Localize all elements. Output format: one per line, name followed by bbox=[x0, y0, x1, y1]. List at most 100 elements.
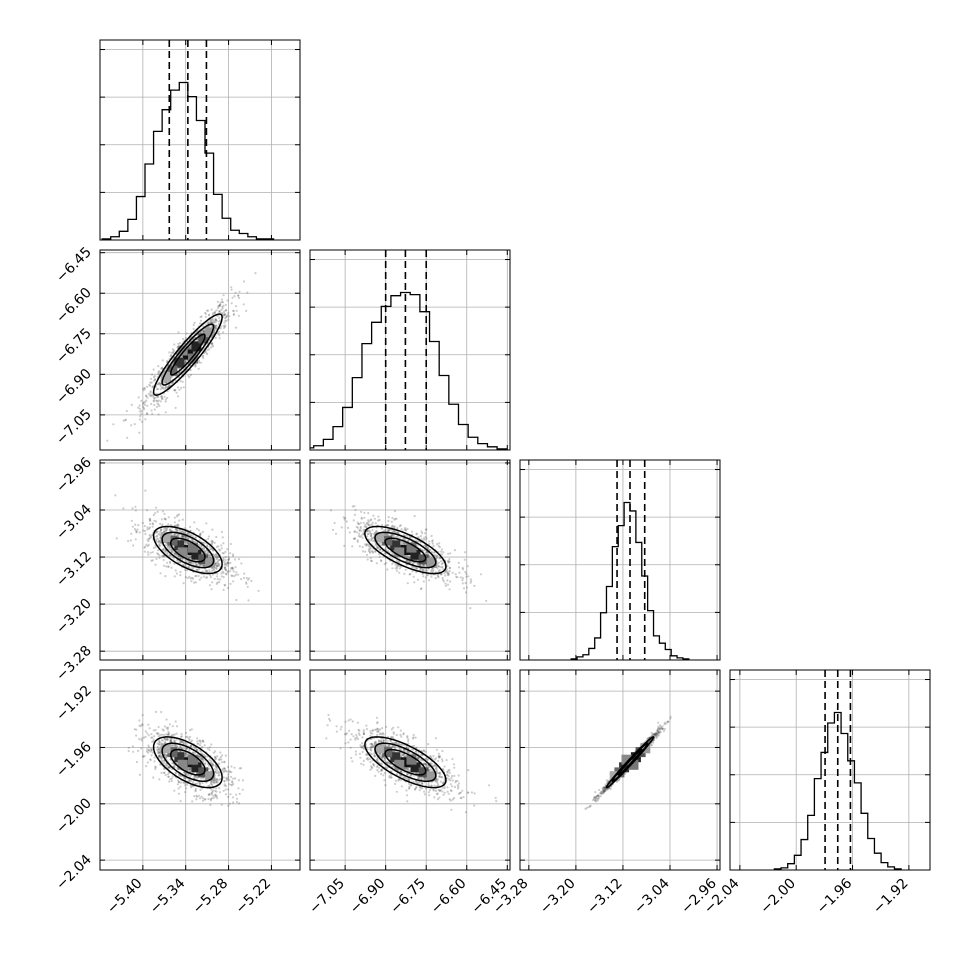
scatter-point bbox=[175, 572, 178, 575]
scatter-point bbox=[479, 573, 482, 576]
scatter-point bbox=[227, 561, 230, 564]
scatter-point bbox=[177, 331, 180, 334]
scatter-point bbox=[198, 539, 201, 542]
scatter-point bbox=[430, 762, 433, 765]
scatter-point bbox=[179, 781, 182, 784]
scatter-point bbox=[447, 572, 450, 575]
scatter-point bbox=[135, 531, 138, 534]
scatter-point bbox=[360, 516, 363, 519]
scatter-point bbox=[465, 586, 468, 589]
scatter-point bbox=[156, 530, 159, 533]
scatter-point bbox=[402, 542, 405, 545]
scatter-point bbox=[150, 394, 153, 397]
scatter-point bbox=[209, 574, 212, 577]
scatter-point bbox=[366, 522, 369, 525]
scatter-point bbox=[167, 547, 170, 550]
scatter-point bbox=[345, 520, 348, 523]
scatter-point bbox=[223, 314, 226, 317]
scatter-point bbox=[425, 550, 428, 553]
scatter-point bbox=[421, 568, 424, 571]
scatter-point bbox=[162, 759, 165, 762]
scatter-point bbox=[406, 768, 409, 771]
scatter-point bbox=[216, 755, 219, 758]
scatter-point bbox=[195, 564, 198, 567]
scatter-point bbox=[161, 386, 164, 389]
scatter-point bbox=[209, 555, 212, 558]
density-cell bbox=[188, 754, 198, 765]
scatter-point bbox=[371, 732, 374, 735]
scatter-point bbox=[212, 567, 216, 571]
scatter-point bbox=[158, 754, 161, 757]
scatter-point bbox=[376, 727, 380, 731]
scatter-point bbox=[448, 567, 451, 570]
scatter-point bbox=[459, 796, 462, 799]
scatter-point bbox=[400, 542, 403, 546]
scatter-point bbox=[215, 767, 219, 770]
y-tick-label: −6.90 bbox=[53, 366, 95, 408]
scatter-point bbox=[199, 534, 202, 537]
scatter-point bbox=[220, 758, 223, 761]
scatter-point bbox=[427, 573, 430, 576]
panel-frame bbox=[309, 459, 511, 661]
scatter-point bbox=[155, 388, 159, 391]
scatter-2-1 bbox=[329, 505, 488, 610]
scatter-point bbox=[382, 733, 385, 736]
scatter-point bbox=[396, 535, 399, 538]
scatter-point bbox=[186, 783, 189, 786]
scatter-point bbox=[348, 531, 351, 534]
scatter-point bbox=[197, 568, 200, 571]
scatter-point bbox=[447, 573, 450, 577]
scatter-point bbox=[143, 550, 146, 553]
scatter-point bbox=[441, 566, 444, 569]
scatter-point bbox=[179, 380, 182, 383]
scatter-point bbox=[209, 321, 213, 324]
scatter-point bbox=[225, 776, 228, 780]
scatter-point bbox=[158, 778, 161, 781]
scatter-point bbox=[155, 399, 158, 402]
scatter-point bbox=[199, 361, 202, 364]
scatter-point bbox=[215, 324, 218, 327]
scatter-point bbox=[432, 755, 435, 758]
scatter-point bbox=[443, 765, 446, 768]
scatter-point bbox=[225, 779, 229, 782]
scatter-point bbox=[143, 755, 146, 758]
scatter-point bbox=[205, 522, 208, 525]
scatter-point bbox=[403, 528, 406, 531]
scatter-point bbox=[156, 552, 159, 555]
scatter-point bbox=[208, 313, 211, 316]
scatter-point bbox=[461, 579, 464, 582]
scatter-point bbox=[191, 534, 194, 537]
scatter-point bbox=[457, 566, 461, 569]
scatter-point bbox=[149, 747, 153, 751]
scatter-point bbox=[224, 563, 227, 566]
scatter-point bbox=[201, 547, 204, 550]
scatter-point bbox=[428, 540, 431, 543]
scatter-point bbox=[142, 405, 145, 408]
scatter-point bbox=[396, 567, 399, 570]
scatter-point bbox=[370, 523, 373, 526]
scatter-point bbox=[438, 568, 441, 572]
scatter-point bbox=[238, 290, 241, 293]
scatter-point bbox=[257, 589, 260, 593]
scatter-point bbox=[184, 791, 187, 794]
scatter-point bbox=[214, 755, 217, 759]
scatter-point bbox=[220, 572, 223, 575]
scatter-point bbox=[234, 291, 237, 294]
scatter-point bbox=[180, 735, 184, 738]
scatter-point bbox=[194, 540, 197, 543]
scatter-point bbox=[245, 576, 248, 580]
scatter-point bbox=[442, 580, 445, 583]
scatter-point bbox=[248, 577, 251, 580]
scatter-point bbox=[157, 749, 160, 752]
scatter-point bbox=[160, 396, 163, 399]
scatter-point bbox=[363, 511, 366, 514]
scatter-point bbox=[421, 572, 424, 575]
scatter-point bbox=[135, 530, 138, 533]
scatter-point bbox=[225, 784, 228, 788]
scatter-point bbox=[228, 783, 231, 786]
scatter-point bbox=[186, 543, 189, 546]
scatter-point bbox=[226, 313, 229, 316]
scatter-point bbox=[157, 732, 160, 735]
scatter-point bbox=[219, 578, 222, 581]
scatter-point bbox=[199, 532, 202, 536]
